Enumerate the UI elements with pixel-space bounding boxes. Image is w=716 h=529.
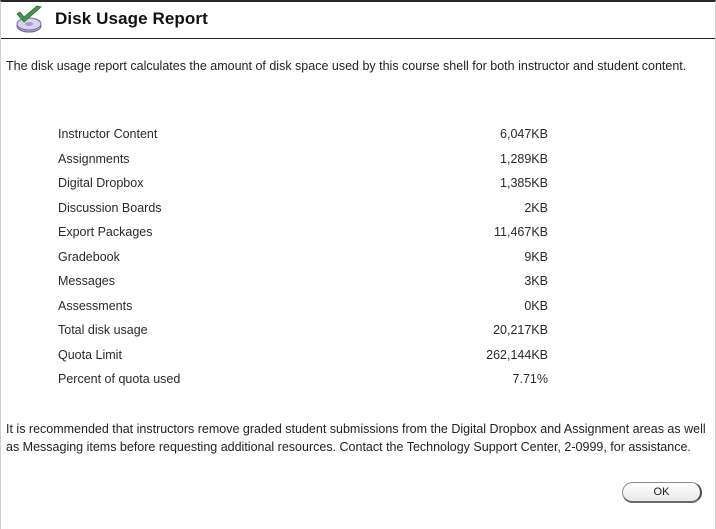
usage-value: 1,385KB <box>500 176 548 190</box>
usage-value: 6,047KB <box>500 127 548 141</box>
usage-label: Percent of quota used <box>58 372 181 386</box>
usage-label: Digital Dropbox <box>58 176 144 190</box>
usage-value: 7.71% <box>512 372 548 386</box>
page-title: Disk Usage Report <box>55 9 208 28</box>
usage-row-assignments: Assignments 1,289KB <box>58 149 548 174</box>
usage-value: 262,144KB <box>486 347 548 362</box>
usage-label: Total disk usage <box>58 323 148 337</box>
usage-row-discussion-boards: Discussion Boards 2KB <box>58 198 548 223</box>
usage-row-messages: Messages 3KB <box>58 271 548 296</box>
usage-value: 3KB <box>524 274 548 288</box>
report-header: Disk Usage Report <box>1 2 715 39</box>
usage-value: 20,217KB <box>493 323 548 337</box>
usage-value: 1,289KB <box>500 151 548 166</box>
usage-label: Assignments <box>58 151 130 166</box>
usage-row-digital-dropbox: Digital Dropbox 1,385KB <box>58 173 548 198</box>
usage-row-assessments: Assessments 0KB <box>58 296 548 321</box>
usage-row-export-packages: Export Packages 11,467KB <box>58 222 548 247</box>
usage-value: 11,467KB <box>494 225 548 239</box>
usage-label: Quota Limit <box>58 347 122 362</box>
recommendation-text: It is recommended that instructors remov… <box>6 422 706 454</box>
intro-text: The disk usage report calculates the amo… <box>6 59 687 73</box>
usage-table: Instructor Content 6,047KB Assignments 1… <box>58 124 548 394</box>
usage-label: Instructor Content <box>58 127 158 141</box>
checkmark-disk-icon <box>13 5 45 35</box>
usage-label: Assessments <box>58 298 133 313</box>
usage-label: Export Packages <box>58 225 153 239</box>
usage-value: 2KB <box>524 200 548 215</box>
usage-row-quota-limit: Quota Limit 262,144KB <box>58 345 548 370</box>
usage-value: 0KB <box>524 298 548 313</box>
usage-label: Gradebook <box>58 249 120 264</box>
usage-row-total-disk-usage: Total disk usage 20,217KB <box>58 320 548 345</box>
usage-label: Discussion Boards <box>58 200 162 215</box>
ok-button[interactable]: OK <box>622 482 702 503</box>
usage-row-gradebook: Gradebook 9KB <box>58 247 548 272</box>
usage-label: Messages <box>58 274 115 288</box>
usage-row-instructor-content: Instructor Content 6,047KB <box>58 124 548 149</box>
usage-value: 9KB <box>524 249 548 264</box>
usage-row-percent-of-quota: Percent of quota used 7.71% <box>58 369 548 394</box>
